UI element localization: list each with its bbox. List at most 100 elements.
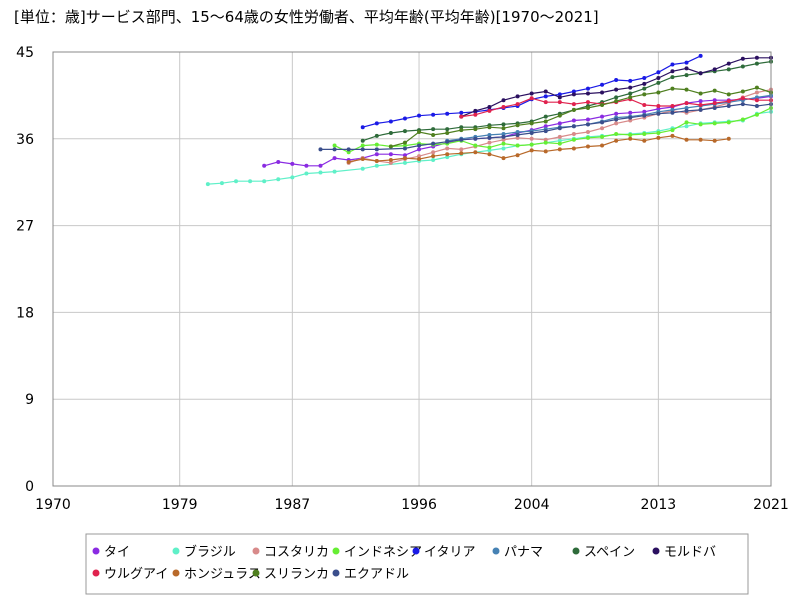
data-point bbox=[318, 170, 323, 175]
legend-item: ホンジュラス bbox=[172, 567, 261, 582]
legend-label: インドネシア bbox=[344, 545, 422, 560]
data-point bbox=[656, 111, 661, 116]
y-tick-label: 18 bbox=[16, 305, 34, 321]
data-point bbox=[543, 137, 548, 142]
data-point bbox=[515, 94, 520, 99]
y-tick-label: 36 bbox=[16, 132, 34, 148]
data-point bbox=[571, 137, 576, 142]
legend-label: ウルグアイ bbox=[104, 567, 168, 582]
data-point bbox=[543, 129, 548, 134]
legend-item: イタリア bbox=[412, 545, 475, 560]
data-point bbox=[642, 103, 647, 108]
data-point bbox=[417, 154, 422, 159]
data-point bbox=[642, 113, 647, 118]
data-point bbox=[487, 145, 492, 150]
data-point bbox=[501, 134, 506, 139]
data-point bbox=[557, 95, 562, 100]
data-point bbox=[571, 131, 576, 136]
x-tick-label: 1979 bbox=[162, 497, 198, 513]
data-point bbox=[698, 53, 703, 58]
data-point bbox=[656, 80, 661, 85]
data-point bbox=[374, 163, 379, 168]
legend-marker bbox=[172, 547, 180, 555]
data-point bbox=[642, 109, 647, 114]
data-point bbox=[473, 112, 478, 117]
data-point bbox=[346, 159, 351, 164]
series-7 bbox=[360, 59, 773, 143]
legend-box bbox=[85, 533, 749, 595]
data-point bbox=[670, 128, 675, 133]
data-point bbox=[670, 62, 675, 67]
legend-item: インドネシア bbox=[332, 545, 422, 560]
data-point bbox=[698, 71, 703, 76]
data-point bbox=[431, 141, 436, 146]
legend-label: タイ bbox=[104, 545, 130, 560]
data-point bbox=[262, 179, 267, 184]
data-point bbox=[628, 132, 633, 137]
data-point bbox=[487, 104, 492, 109]
data-point bbox=[501, 137, 506, 142]
data-point bbox=[290, 161, 295, 166]
data-point bbox=[670, 69, 675, 74]
data-point bbox=[374, 133, 379, 138]
data-point bbox=[670, 110, 675, 115]
data-point bbox=[628, 91, 633, 96]
data-point bbox=[557, 121, 562, 126]
data-point bbox=[276, 159, 281, 164]
legend-marker bbox=[92, 547, 100, 555]
data-point bbox=[234, 179, 239, 184]
data-point bbox=[346, 150, 351, 155]
legend-item: タイ bbox=[92, 545, 130, 560]
data-point bbox=[487, 140, 492, 145]
legend-label: ホンジュラス bbox=[184, 567, 261, 582]
data-point bbox=[614, 121, 619, 126]
data-point bbox=[642, 86, 647, 91]
data-point bbox=[712, 101, 717, 106]
data-point bbox=[684, 60, 689, 65]
x-tick-label: 2004 bbox=[514, 497, 550, 513]
data-point bbox=[360, 125, 365, 130]
data-point bbox=[543, 100, 548, 105]
data-point bbox=[431, 150, 436, 155]
x-axis-ticks: 1970 1979 1987 1996 2004 2013 2021 bbox=[35, 497, 789, 513]
data-point bbox=[698, 122, 703, 127]
data-point bbox=[628, 85, 633, 90]
data-point bbox=[614, 111, 619, 116]
data-point bbox=[684, 101, 689, 106]
data-point bbox=[754, 90, 759, 95]
data-point bbox=[698, 137, 703, 142]
data-point bbox=[445, 139, 450, 144]
data-point bbox=[487, 148, 492, 153]
data-point bbox=[698, 103, 703, 108]
data-point bbox=[712, 138, 717, 143]
data-point bbox=[628, 136, 633, 141]
data-point bbox=[754, 61, 759, 66]
data-point bbox=[600, 82, 605, 87]
data-point bbox=[417, 143, 422, 148]
data-point bbox=[585, 86, 590, 91]
data-point bbox=[543, 124, 548, 129]
data-point bbox=[332, 156, 337, 161]
legend-marker bbox=[92, 569, 100, 577]
data-point bbox=[670, 86, 675, 91]
data-point bbox=[585, 122, 590, 127]
data-point bbox=[515, 130, 520, 135]
data-point bbox=[642, 92, 647, 97]
data-point bbox=[487, 108, 492, 113]
data-point bbox=[360, 147, 365, 152]
data-point bbox=[487, 132, 492, 137]
chart-title: [単位：歳]サービス部門、15～64歳の女性労働者、平均年齢(平均年齢)[197… bbox=[14, 8, 599, 26]
data-point bbox=[529, 148, 534, 153]
series-12 bbox=[318, 102, 773, 152]
plot-frame bbox=[52, 51, 772, 487]
data-point bbox=[473, 136, 478, 141]
data-point bbox=[543, 89, 548, 94]
data-point bbox=[585, 130, 590, 135]
data-point bbox=[628, 95, 633, 100]
y-tick-label: 27 bbox=[16, 219, 34, 235]
legend-label: ブラジル bbox=[184, 544, 236, 560]
data-point bbox=[487, 125, 492, 130]
data-point bbox=[388, 160, 393, 165]
y-tick-label: 0 bbox=[25, 479, 34, 495]
